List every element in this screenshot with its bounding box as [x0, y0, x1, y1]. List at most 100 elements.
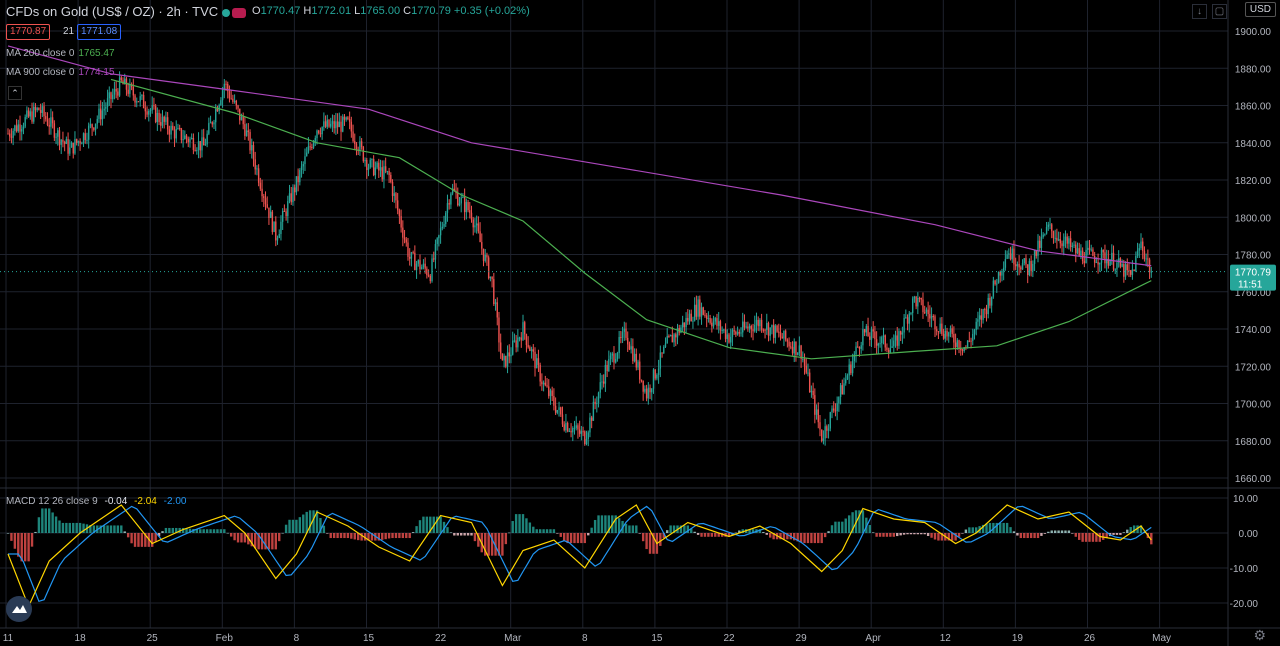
candle-body [376, 162, 378, 168]
symbol-title[interactable]: CFDs on Gold (US$ / OZ) · 2h · TVC [6, 4, 247, 19]
candle-body [1014, 264, 1017, 267]
ma200-legend[interactable]: MA 200 close 0 1765.47 [6, 48, 115, 59]
candle-body [793, 341, 795, 354]
bid-price[interactable]: 1770.87 [6, 24, 51, 40]
candle-body [124, 78, 126, 85]
macd-histogram-bar [590, 527, 593, 533]
candle-body [479, 231, 481, 243]
price-axis-label: 1840.00 [1235, 139, 1272, 150]
candle-body [321, 127, 323, 135]
candle-body [999, 271, 1001, 276]
candle-body [371, 159, 373, 161]
macd-histogram-bar [295, 519, 298, 533]
candle-body [752, 329, 754, 332]
macd-histogram-bar [717, 533, 720, 537]
candle-body [887, 349, 890, 353]
macd-histogram-bar [593, 519, 597, 533]
candle-body [1002, 267, 1005, 271]
candle-body [163, 116, 165, 122]
candle-body [218, 104, 220, 112]
candle-body [553, 395, 555, 406]
candle-body [1076, 248, 1079, 254]
macd-legend[interactable]: MACD 12 26 close 9 -0.04 -2.04 -2.00 [6, 496, 186, 507]
macd-histogram-bar [1071, 533, 1074, 534]
macd-histogram-bar [779, 533, 782, 540]
macd-histogram-bar [326, 533, 329, 534]
ma900-legend[interactable]: MA 900 close 0 1774.15 [6, 67, 115, 78]
candle-body [560, 407, 562, 415]
candle-body [1047, 224, 1049, 227]
macd-histogram-bar [219, 529, 223, 533]
currency-button[interactable]: USD [1244, 2, 1276, 17]
candle-body [395, 193, 397, 201]
candle-body [800, 345, 802, 359]
candle-body [857, 346, 859, 348]
candle-body [985, 309, 988, 315]
macd-histogram-bar [669, 525, 672, 533]
candle-body [342, 116, 344, 132]
candle-body [748, 326, 751, 329]
macd-histogram-bar [137, 533, 140, 547]
candle-body [340, 121, 342, 132]
candle-body [863, 329, 866, 333]
candle-body [659, 352, 662, 369]
candle-body [517, 337, 519, 348]
candle-body [314, 138, 316, 142]
macd-histogram-bar [82, 523, 85, 533]
macd-histogram-bar [205, 529, 209, 533]
candle-body [278, 234, 280, 238]
candle-body [942, 333, 945, 339]
candle-body [1054, 237, 1056, 239]
maximize-icon[interactable]: ▢ [1212, 4, 1227, 19]
ask-price[interactable]: 1771.08 [77, 24, 122, 40]
candle-body [539, 364, 541, 382]
macd-histogram-bar [288, 519, 291, 533]
macd-histogram-bar [398, 533, 401, 539]
chevron-up-icon[interactable]: ⌃ [8, 86, 22, 100]
candle-body [505, 355, 507, 367]
last-price-badge [1230, 264, 1276, 291]
candle-body [285, 211, 287, 217]
gear-icon[interactable]: ⚙ [1253, 627, 1266, 643]
candle-body [1069, 238, 1072, 247]
macd-histogram-bar [363, 533, 367, 541]
candle-body [649, 387, 651, 393]
candle-body [259, 182, 262, 189]
candle-body [805, 365, 807, 373]
candle-body [1011, 248, 1013, 260]
flag-icon[interactable] [232, 7, 247, 18]
macd-histogram-bar [126, 533, 130, 538]
candle-body [175, 128, 177, 139]
candle-body [1075, 244, 1077, 254]
candle-body [879, 343, 881, 345]
candle-body [1033, 250, 1036, 264]
candle-body [384, 166, 387, 172]
candle-body [738, 331, 740, 334]
price-axis-label: 1740.00 [1235, 325, 1272, 336]
macd-histogram-bar [782, 533, 786, 540]
macd-histogram-bar [17, 533, 20, 557]
macd-histogram-bar [961, 533, 964, 534]
candle-body [1117, 258, 1120, 263]
macd-histogram-bar [1115, 533, 1119, 535]
candle-body [994, 280, 996, 285]
candle-body [676, 328, 679, 338]
macd-histogram-bar [1095, 533, 1098, 542]
candle-body [312, 141, 315, 148]
candle-body [721, 329, 723, 331]
candle-body [192, 137, 195, 150]
arrow-down-icon[interactable]: ↓ [1192, 4, 1207, 19]
tradingview-logo-icon[interactable] [6, 596, 32, 622]
candle-body [522, 322, 524, 341]
candle-body [1116, 262, 1118, 270]
macd-histogram-bar [521, 514, 525, 533]
macd-histogram-bar [236, 533, 240, 543]
macd-histogram-bar [1081, 533, 1084, 542]
macd-histogram-bar [109, 525, 113, 533]
candle-body [129, 84, 131, 94]
candle-body [814, 395, 816, 415]
candle-body [512, 340, 514, 355]
candle-body [1123, 264, 1125, 277]
candle-body [233, 100, 236, 102]
